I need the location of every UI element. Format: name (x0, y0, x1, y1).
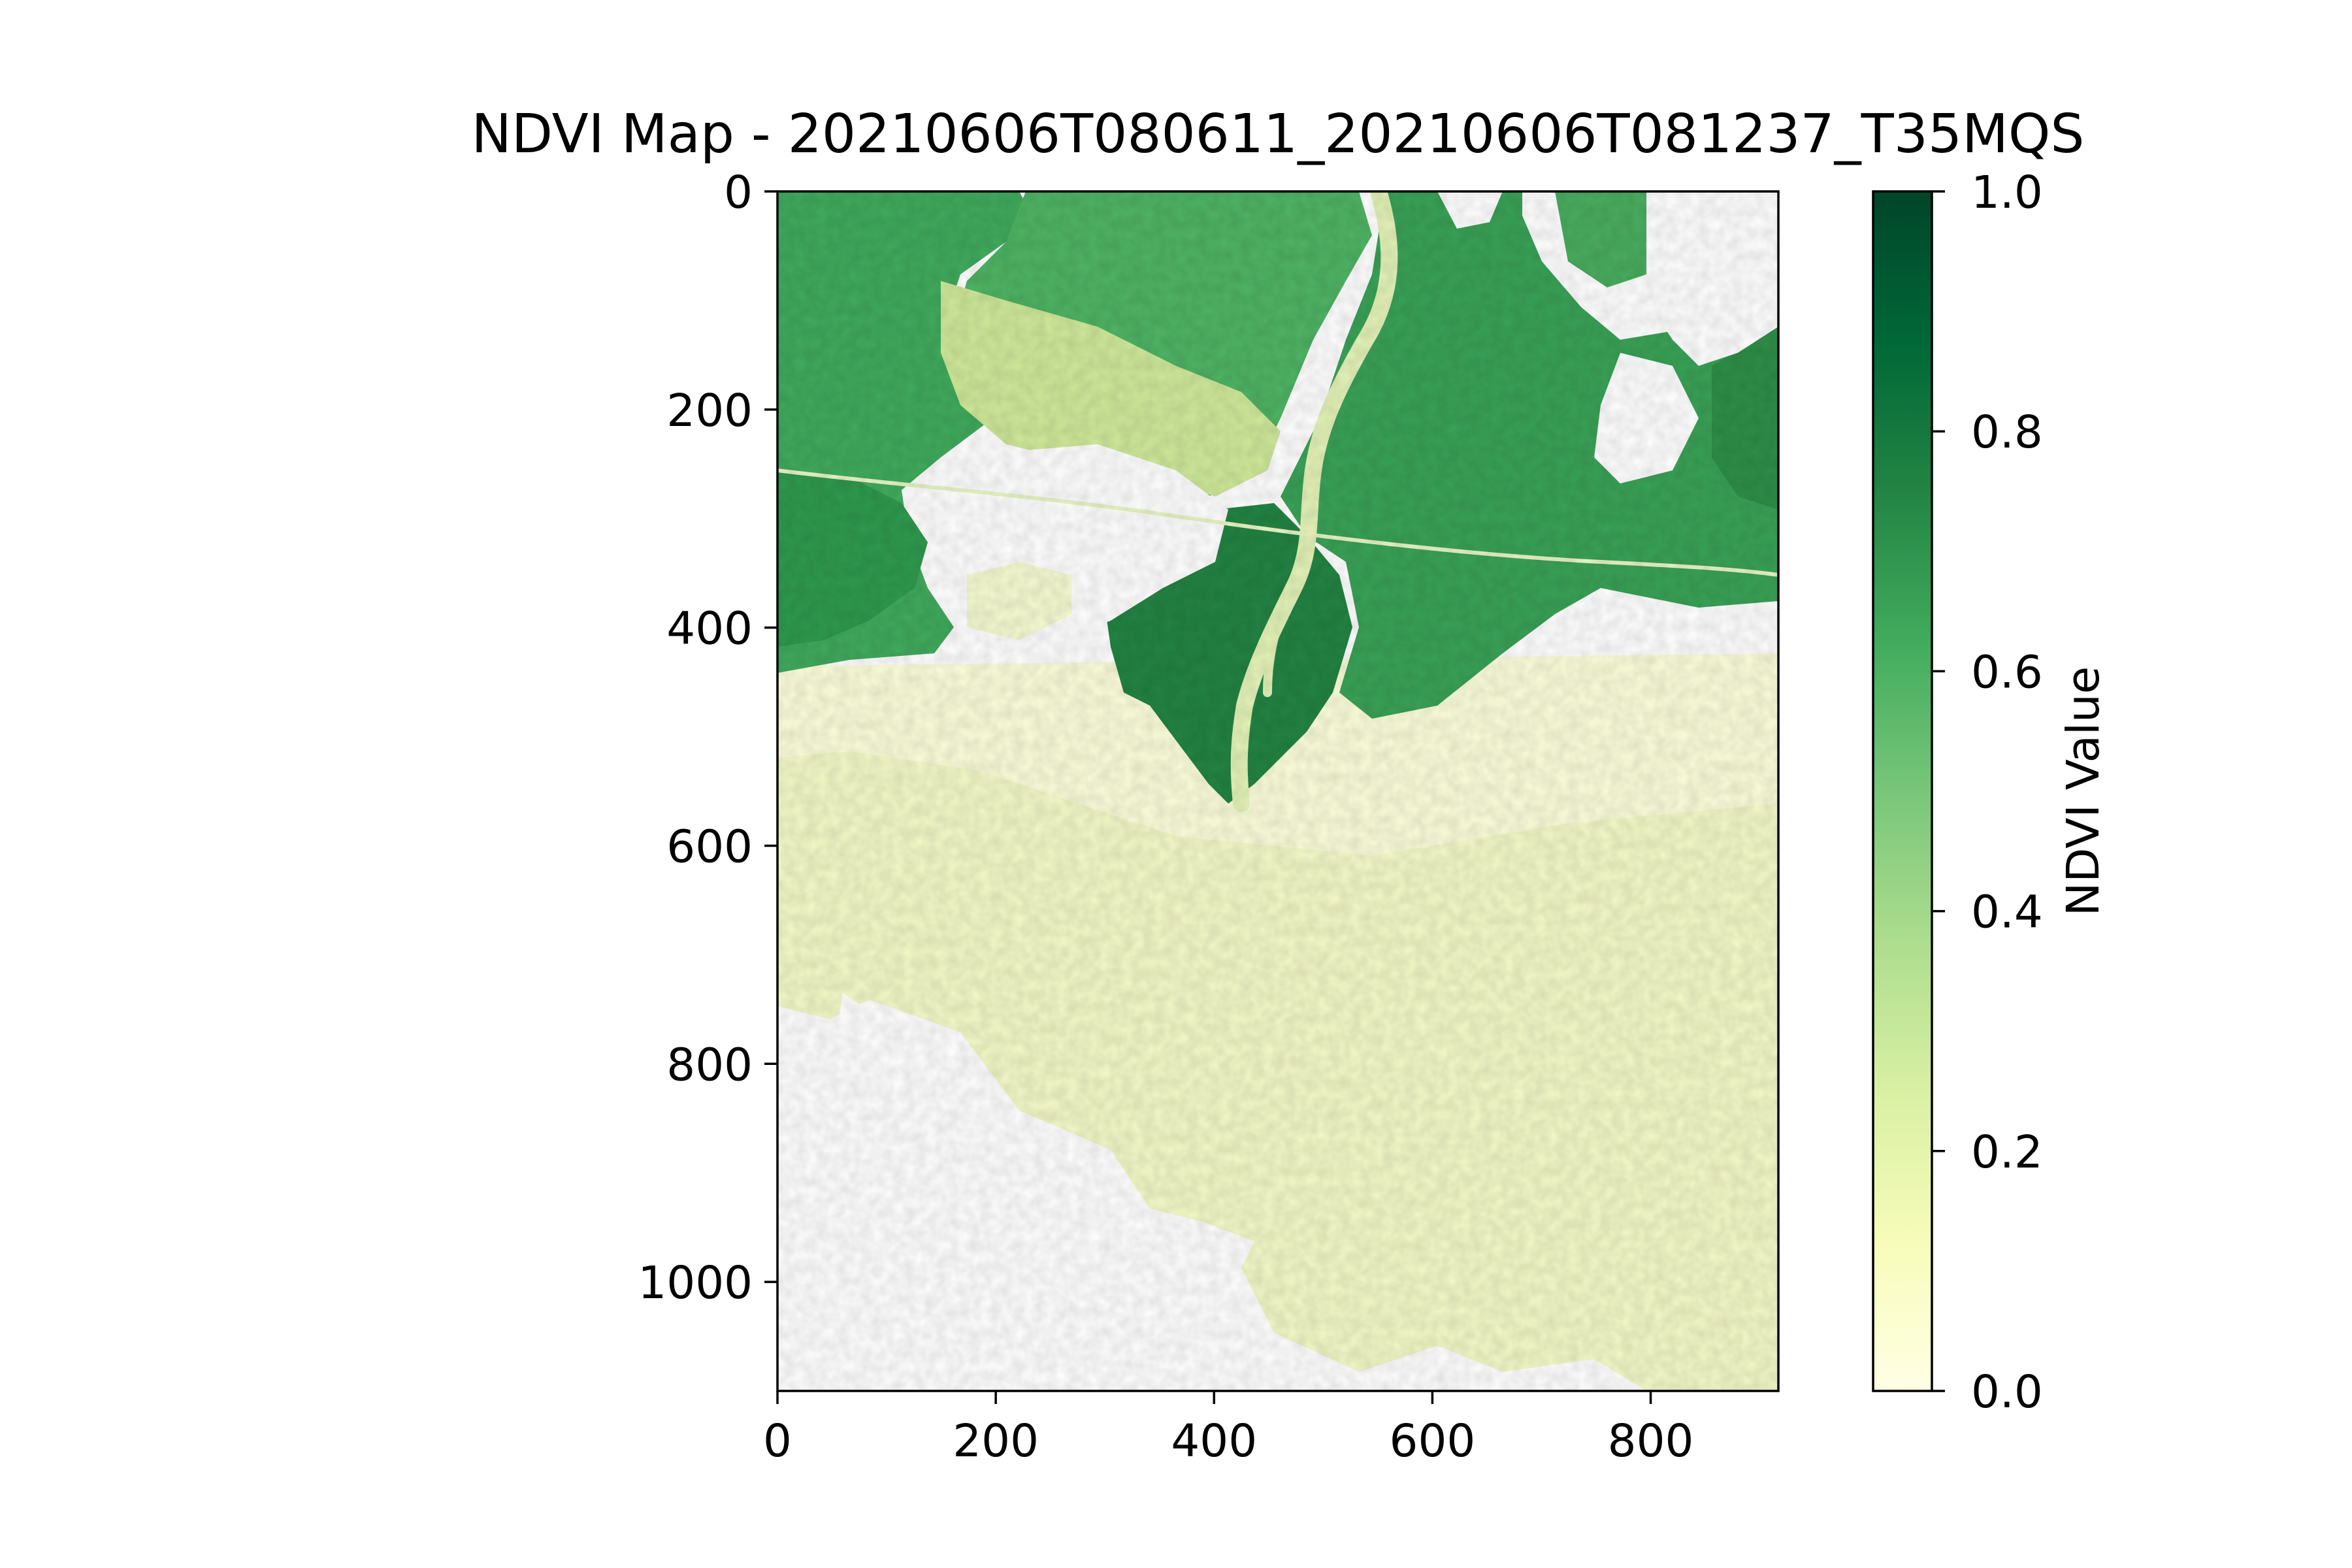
y-tick-label: 1000 (638, 1257, 753, 1309)
x-tick-label: 200 (953, 1415, 1039, 1467)
map-frame (776, 190, 1780, 1392)
colorbar-tick-label: 0.4 (1971, 887, 2043, 939)
colorbar-tick-label: 0.6 (1971, 646, 2043, 698)
colorbar-tick-label: 0.8 (1971, 406, 2043, 459)
x-axis-ticks: 0 200 400 600 800 (763, 1391, 1693, 1467)
ndvi-map (777, 191, 1778, 1391)
chart-title: NDVI Map - 20210606T080611_20210606T0812… (472, 103, 2085, 165)
colorbar-label: NDVI Value (2057, 666, 2110, 917)
colorbar (1872, 190, 1933, 1392)
y-tick-label: 200 (666, 385, 753, 437)
colorbar-tick-label: 0.2 (1971, 1126, 2043, 1179)
colorbar-ticks: 0.0 0.2 0.4 0.6 0.8 1.0 (1932, 167, 2043, 1418)
map-texture (777, 191, 1778, 1391)
y-tick-label: 400 (666, 603, 753, 655)
colorbar-tick-label: 0.0 (1971, 1366, 2043, 1418)
y-axis-ticks: 0 200 400 600 800 1000 (638, 167, 777, 1309)
colorbar-tick-label: 1.0 (1971, 167, 2043, 219)
y-tick-label: 0 (724, 167, 753, 219)
y-tick-label: 800 (666, 1039, 753, 1091)
x-tick-label: 0 (763, 1415, 792, 1467)
x-tick-label: 800 (1608, 1415, 1694, 1467)
y-tick-label: 600 (666, 821, 753, 873)
x-tick-label: 400 (1171, 1415, 1257, 1467)
x-tick-label: 600 (1390, 1415, 1476, 1467)
